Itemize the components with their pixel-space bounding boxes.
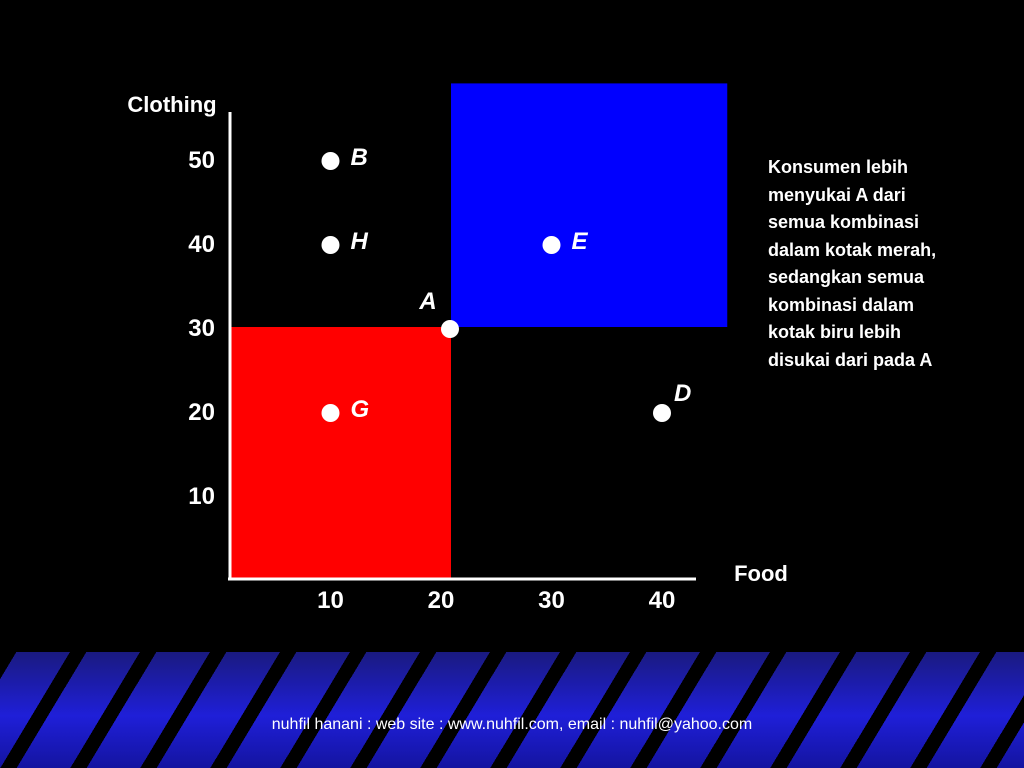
point-a-marker: [441, 320, 459, 338]
point-g-label: G: [351, 396, 370, 423]
y-tick-label: 50: [188, 147, 215, 174]
point-h-label: H: [351, 228, 369, 255]
x-tick-label: 10: [317, 587, 344, 614]
blue-region: [451, 83, 728, 328]
x-tick-label: 30: [538, 587, 565, 614]
y-tick-label: 10: [188, 483, 215, 510]
explanation-note: Konsumen lebih menyukai A dari semua kom…: [768, 157, 937, 370]
point-e-label: E: [572, 228, 589, 255]
point-b-label: B: [351, 144, 368, 171]
x-tick-label: 40: [649, 587, 676, 614]
y-tick-label: 40: [188, 231, 215, 258]
x-axis-title: Food: [734, 561, 788, 586]
point-g-marker: [321, 404, 340, 422]
indifference-chart: Clothing Food 10 20 30 40 50 10 20 30 40 B H E A G D: [127, 83, 788, 614]
y-tick-label: 20: [188, 399, 215, 426]
striped-footer-band: [0, 652, 1024, 768]
x-tick-label: 20: [428, 587, 455, 614]
point-b-marker: [321, 152, 340, 170]
point-a-label: A: [418, 288, 436, 315]
point-d-label: D: [674, 380, 691, 407]
footer-credits: nuhfil hanani : web site : www.nuhfil.co…: [271, 716, 753, 733]
point-h-marker: [321, 236, 340, 254]
y-axis-title: Clothing: [127, 92, 216, 117]
point-d-marker: [653, 404, 671, 422]
red-region: [230, 327, 451, 579]
y-tick-label: 30: [188, 315, 215, 342]
point-e-marker: [542, 236, 561, 254]
